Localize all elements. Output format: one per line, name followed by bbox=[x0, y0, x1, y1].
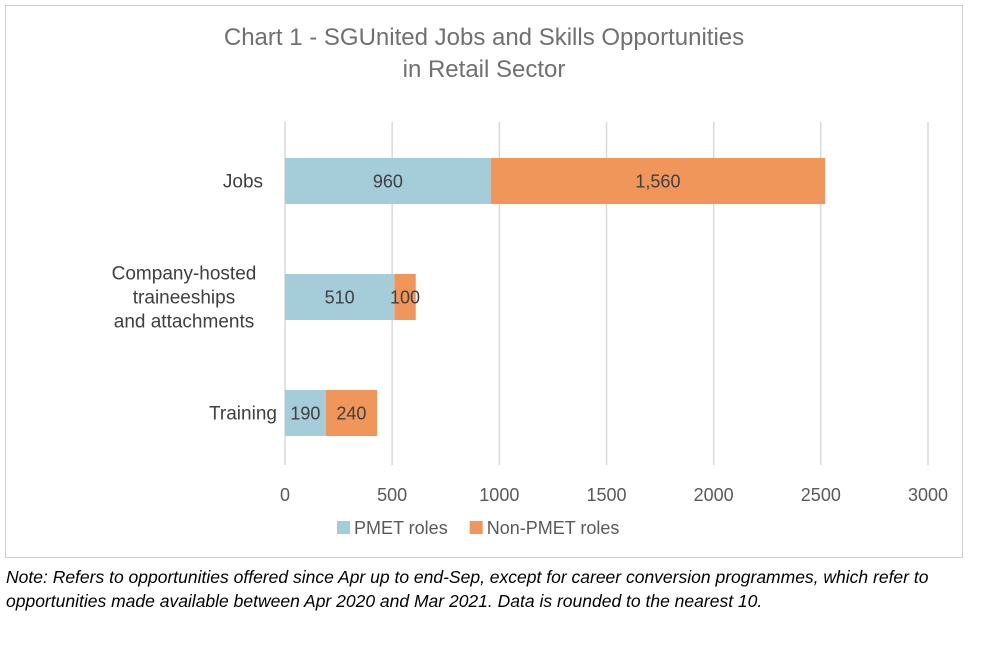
data-label-1-1: 100 bbox=[390, 288, 420, 308]
bar-1-1 bbox=[394, 274, 416, 320]
chart-frame bbox=[5, 5, 963, 558]
x-tick-label-1500: 1500 bbox=[586, 485, 626, 505]
data-label-0-0: 960 bbox=[373, 172, 403, 192]
bar-2-1 bbox=[325, 390, 378, 436]
category-label-line: Jobs bbox=[223, 172, 263, 193]
footnote: Note: Refers to opportunities offered si… bbox=[6, 567, 929, 611]
category-label-0: Jobs bbox=[223, 172, 263, 193]
legend-swatch-0 bbox=[337, 521, 350, 534]
x-axis-ticks: 0 500 1000 1500 2000 2500 3000 bbox=[280, 485, 948, 505]
chart-title-line-2: in Retail Sector bbox=[402, 56, 566, 83]
category-label-line: Company-hosted bbox=[112, 264, 257, 285]
category-label-line: traineeships bbox=[133, 288, 235, 309]
category-label-1: Company-hosted traineeships and attachment… bbox=[112, 264, 257, 333]
legend-swatch-1 bbox=[469, 521, 483, 534]
data-labels: 960 1,560 510 100 190 240 bbox=[290, 172, 680, 424]
legend-label-0: PMET roles bbox=[354, 518, 448, 538]
x-tick-label-2500: 2500 bbox=[801, 485, 841, 505]
chart-title: Chart 1 - SGUnited Jobs and Skills Oppor… bbox=[0, 22, 968, 86]
category-label-line: Training bbox=[209, 404, 277, 425]
x-tick-label-500: 500 bbox=[377, 485, 407, 505]
data-label-0-1: 1,560 bbox=[635, 172, 680, 192]
legend-label-1: Non-PMET roles bbox=[487, 518, 620, 538]
x-tick-label-3000: 3000 bbox=[908, 485, 948, 505]
bar-0-0 bbox=[285, 158, 491, 204]
x-tick-label-2000: 2000 bbox=[694, 485, 734, 505]
chart-title-line-1: Chart 1 - SGUnited Jobs and Skills Oppor… bbox=[223, 24, 745, 51]
data-label-2-0: 190 bbox=[290, 404, 320, 424]
category-label-2: Training bbox=[209, 404, 277, 425]
x-tick-label-1000: 1000 bbox=[479, 485, 519, 505]
bar-1-0 bbox=[285, 274, 395, 320]
category-label-line: and attachments bbox=[114, 312, 254, 333]
x-tick-label-0: 0 bbox=[280, 485, 290, 505]
data-label-1-0: 510 bbox=[325, 288, 355, 308]
data-label-2-1: 240 bbox=[336, 404, 366, 424]
bar-2-0 bbox=[285, 390, 326, 436]
bars bbox=[285, 158, 826, 436]
bar-chart: 960 1,560 510 100 190 240 Jobs Company-hosted t… bbox=[112, 122, 948, 538]
bar-0-1 bbox=[490, 158, 826, 204]
legend: PMET roles Non-PMET roles bbox=[337, 518, 619, 538]
category-labels: Jobs Company-hosted traineeships and attach… bbox=[112, 172, 277, 425]
